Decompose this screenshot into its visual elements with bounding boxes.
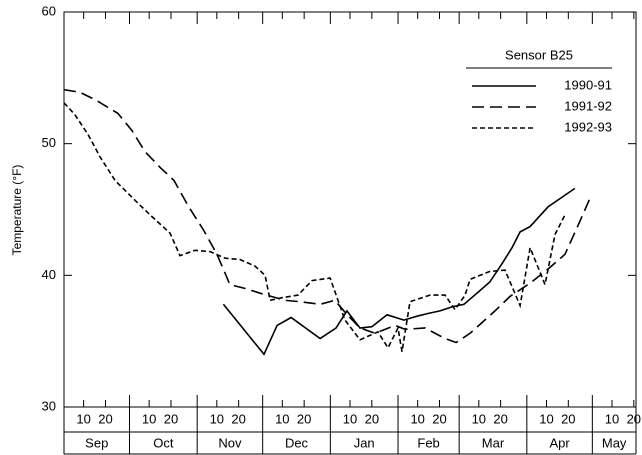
legend-label: 1990-91 — [564, 77, 612, 92]
month-label: Dec — [285, 435, 309, 450]
y-axis-label: Temperature (°F) — [10, 165, 24, 256]
plot-frame — [63, 11, 637, 408]
month-label: Oct — [153, 435, 174, 450]
series-line — [63, 102, 566, 352]
x-tick-label: 20 — [627, 411, 641, 426]
x-tick-label: 10 — [76, 411, 90, 426]
x-tick-label: 10 — [142, 411, 156, 426]
x-tick-label: 20 — [432, 411, 446, 426]
x-tick-label: 10 — [472, 411, 486, 426]
x-tick-label: 20 — [561, 411, 575, 426]
y-tick-label: 50 — [42, 135, 56, 150]
x-tick-label: 10 — [539, 411, 553, 426]
x-tick-label: 10 — [605, 411, 619, 426]
month-label: May — [602, 435, 627, 450]
month-label: Nov — [218, 435, 242, 450]
month-label: Feb — [417, 435, 439, 450]
x-tick-label: 20 — [297, 411, 311, 426]
month-label: Jan — [354, 435, 375, 450]
month-label: Apr — [549, 435, 570, 450]
x-tick-label: 20 — [493, 411, 507, 426]
legend-title: Sensor B25 — [505, 47, 573, 62]
x-tick-label: 20 — [98, 411, 112, 426]
series-line — [63, 88, 591, 344]
x-tick-label: 10 — [210, 411, 224, 426]
x-tick-label: 20 — [231, 411, 245, 426]
month-label: Mar — [482, 435, 505, 450]
x-tick-label: 20 — [365, 411, 379, 426]
legend-label: 1992-93 — [564, 119, 612, 134]
x-tick-label: 10 — [343, 411, 357, 426]
legend-label: 1991-92 — [564, 98, 612, 113]
y-tick-label: 40 — [42, 267, 56, 282]
series-line — [222, 187, 576, 356]
x-tick-label: 20 — [164, 411, 178, 426]
y-tick-label: 30 — [42, 398, 56, 413]
y-tick-label: 60 — [42, 3, 56, 18]
x-tick-label: 10 — [275, 411, 289, 426]
month-label: Sep — [85, 435, 108, 450]
x-tick-label: 10 — [410, 411, 424, 426]
